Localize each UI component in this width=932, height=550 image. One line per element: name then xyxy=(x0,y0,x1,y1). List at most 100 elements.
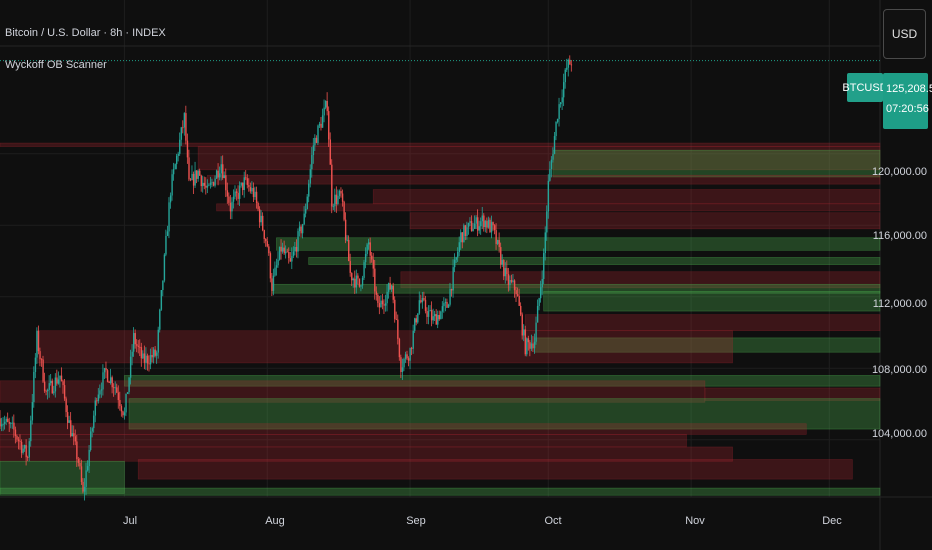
candle-body xyxy=(556,119,559,122)
candle-body xyxy=(415,318,417,323)
time-scale-label[interactable]: Dec xyxy=(822,515,842,527)
candle-body xyxy=(423,297,425,300)
candle-body xyxy=(0,418,1,427)
candle-body xyxy=(455,257,457,260)
indicator-label[interactable]: Wyckoff OB Scanner xyxy=(5,59,107,71)
candle-body xyxy=(10,423,12,424)
candle-body xyxy=(211,182,213,184)
candle-body xyxy=(113,387,115,389)
candle-body xyxy=(418,300,421,314)
candle-body xyxy=(180,127,183,140)
bullish-order-block xyxy=(128,398,881,430)
candle-body xyxy=(523,329,525,336)
candle-body xyxy=(272,275,275,291)
candle-body xyxy=(149,354,152,365)
price-scale-label[interactable]: 120,000.00 xyxy=(871,166,927,178)
candle-body xyxy=(258,209,261,223)
candle-body xyxy=(145,355,147,363)
candle-body xyxy=(547,180,550,212)
candle-body xyxy=(206,185,209,188)
candle-body xyxy=(80,466,83,482)
candle-body xyxy=(240,182,242,186)
candle-body xyxy=(251,188,253,192)
time-scale-label[interactable]: Jul xyxy=(122,515,138,527)
candle-body xyxy=(450,288,453,291)
candle-body xyxy=(544,232,547,254)
candle-body xyxy=(33,371,35,403)
candle-body xyxy=(271,278,273,291)
candle-body xyxy=(341,193,344,202)
candle-body xyxy=(480,221,482,227)
candle-body xyxy=(203,182,206,186)
candle-body xyxy=(91,428,93,432)
candle-body xyxy=(96,400,98,402)
candle-body xyxy=(5,418,7,422)
time-scale-label[interactable]: Nov xyxy=(685,515,705,527)
candle-body xyxy=(421,297,424,303)
candle-body xyxy=(344,219,347,241)
candle-body xyxy=(384,303,387,306)
candle-body xyxy=(564,69,566,83)
candle-body xyxy=(535,322,537,342)
candle-body xyxy=(111,377,113,388)
price-scale-label[interactable]: 116,000.00 xyxy=(872,230,927,242)
candle-body xyxy=(358,278,361,287)
candle-body xyxy=(260,215,262,223)
candle-body xyxy=(435,314,437,325)
candle-body xyxy=(79,462,81,467)
candle-body xyxy=(238,185,241,199)
candle-body xyxy=(54,377,57,392)
candle-body xyxy=(457,251,459,258)
candle-body xyxy=(109,377,112,383)
candle-body xyxy=(364,253,367,263)
candle-body xyxy=(303,213,305,225)
time-scale-label[interactable]: Sep xyxy=(406,515,426,527)
candle-body xyxy=(229,202,232,212)
candle-body xyxy=(248,184,250,188)
candle-body xyxy=(146,355,149,364)
candle-body xyxy=(507,274,510,285)
candle-body xyxy=(286,251,288,253)
candle-body xyxy=(391,285,393,290)
price-scale-label[interactable]: 112,000.00 xyxy=(872,298,927,310)
candle-body xyxy=(496,240,499,244)
candle-body xyxy=(177,153,179,156)
candle-body xyxy=(403,358,405,368)
candle-body xyxy=(246,178,249,185)
candle-body xyxy=(357,275,359,279)
candle-body xyxy=(65,398,67,413)
candle-body xyxy=(524,329,527,355)
candle-body xyxy=(297,231,299,252)
bearish-order-block xyxy=(409,212,881,230)
candle-body xyxy=(53,391,55,394)
candle-body xyxy=(214,178,216,186)
candle-body xyxy=(374,268,376,292)
candle-body xyxy=(318,123,321,126)
price-scale-label[interactable]: 108,000.00 xyxy=(871,364,927,376)
time-scale-label[interactable]: Aug xyxy=(265,515,285,527)
currency-button[interactable]: USD xyxy=(883,9,926,59)
candle-body xyxy=(401,367,404,373)
candle-body xyxy=(126,392,129,395)
candle-body xyxy=(85,470,87,487)
candle-body xyxy=(137,345,140,347)
candle-body xyxy=(438,315,441,320)
candle-body xyxy=(323,107,325,116)
candle-body xyxy=(20,441,23,453)
candle-body xyxy=(140,347,143,359)
time-scale-label[interactable]: Oct xyxy=(544,515,562,527)
candle-body xyxy=(48,383,50,390)
candle-body xyxy=(136,344,138,346)
candle-body xyxy=(262,215,264,231)
candle-body xyxy=(114,387,116,389)
candle-body xyxy=(143,353,146,363)
price-scale-label[interactable]: 104,000.00 xyxy=(871,428,927,440)
candle-body xyxy=(291,256,293,262)
candle-body xyxy=(7,418,9,422)
candle-body xyxy=(527,338,530,343)
candle-body xyxy=(280,246,282,252)
chart-title[interactable]: Bitcoin / U.S. Dollar · 8h · INDEX xyxy=(5,27,166,39)
candle-body xyxy=(192,173,195,186)
candle-body xyxy=(182,127,184,129)
